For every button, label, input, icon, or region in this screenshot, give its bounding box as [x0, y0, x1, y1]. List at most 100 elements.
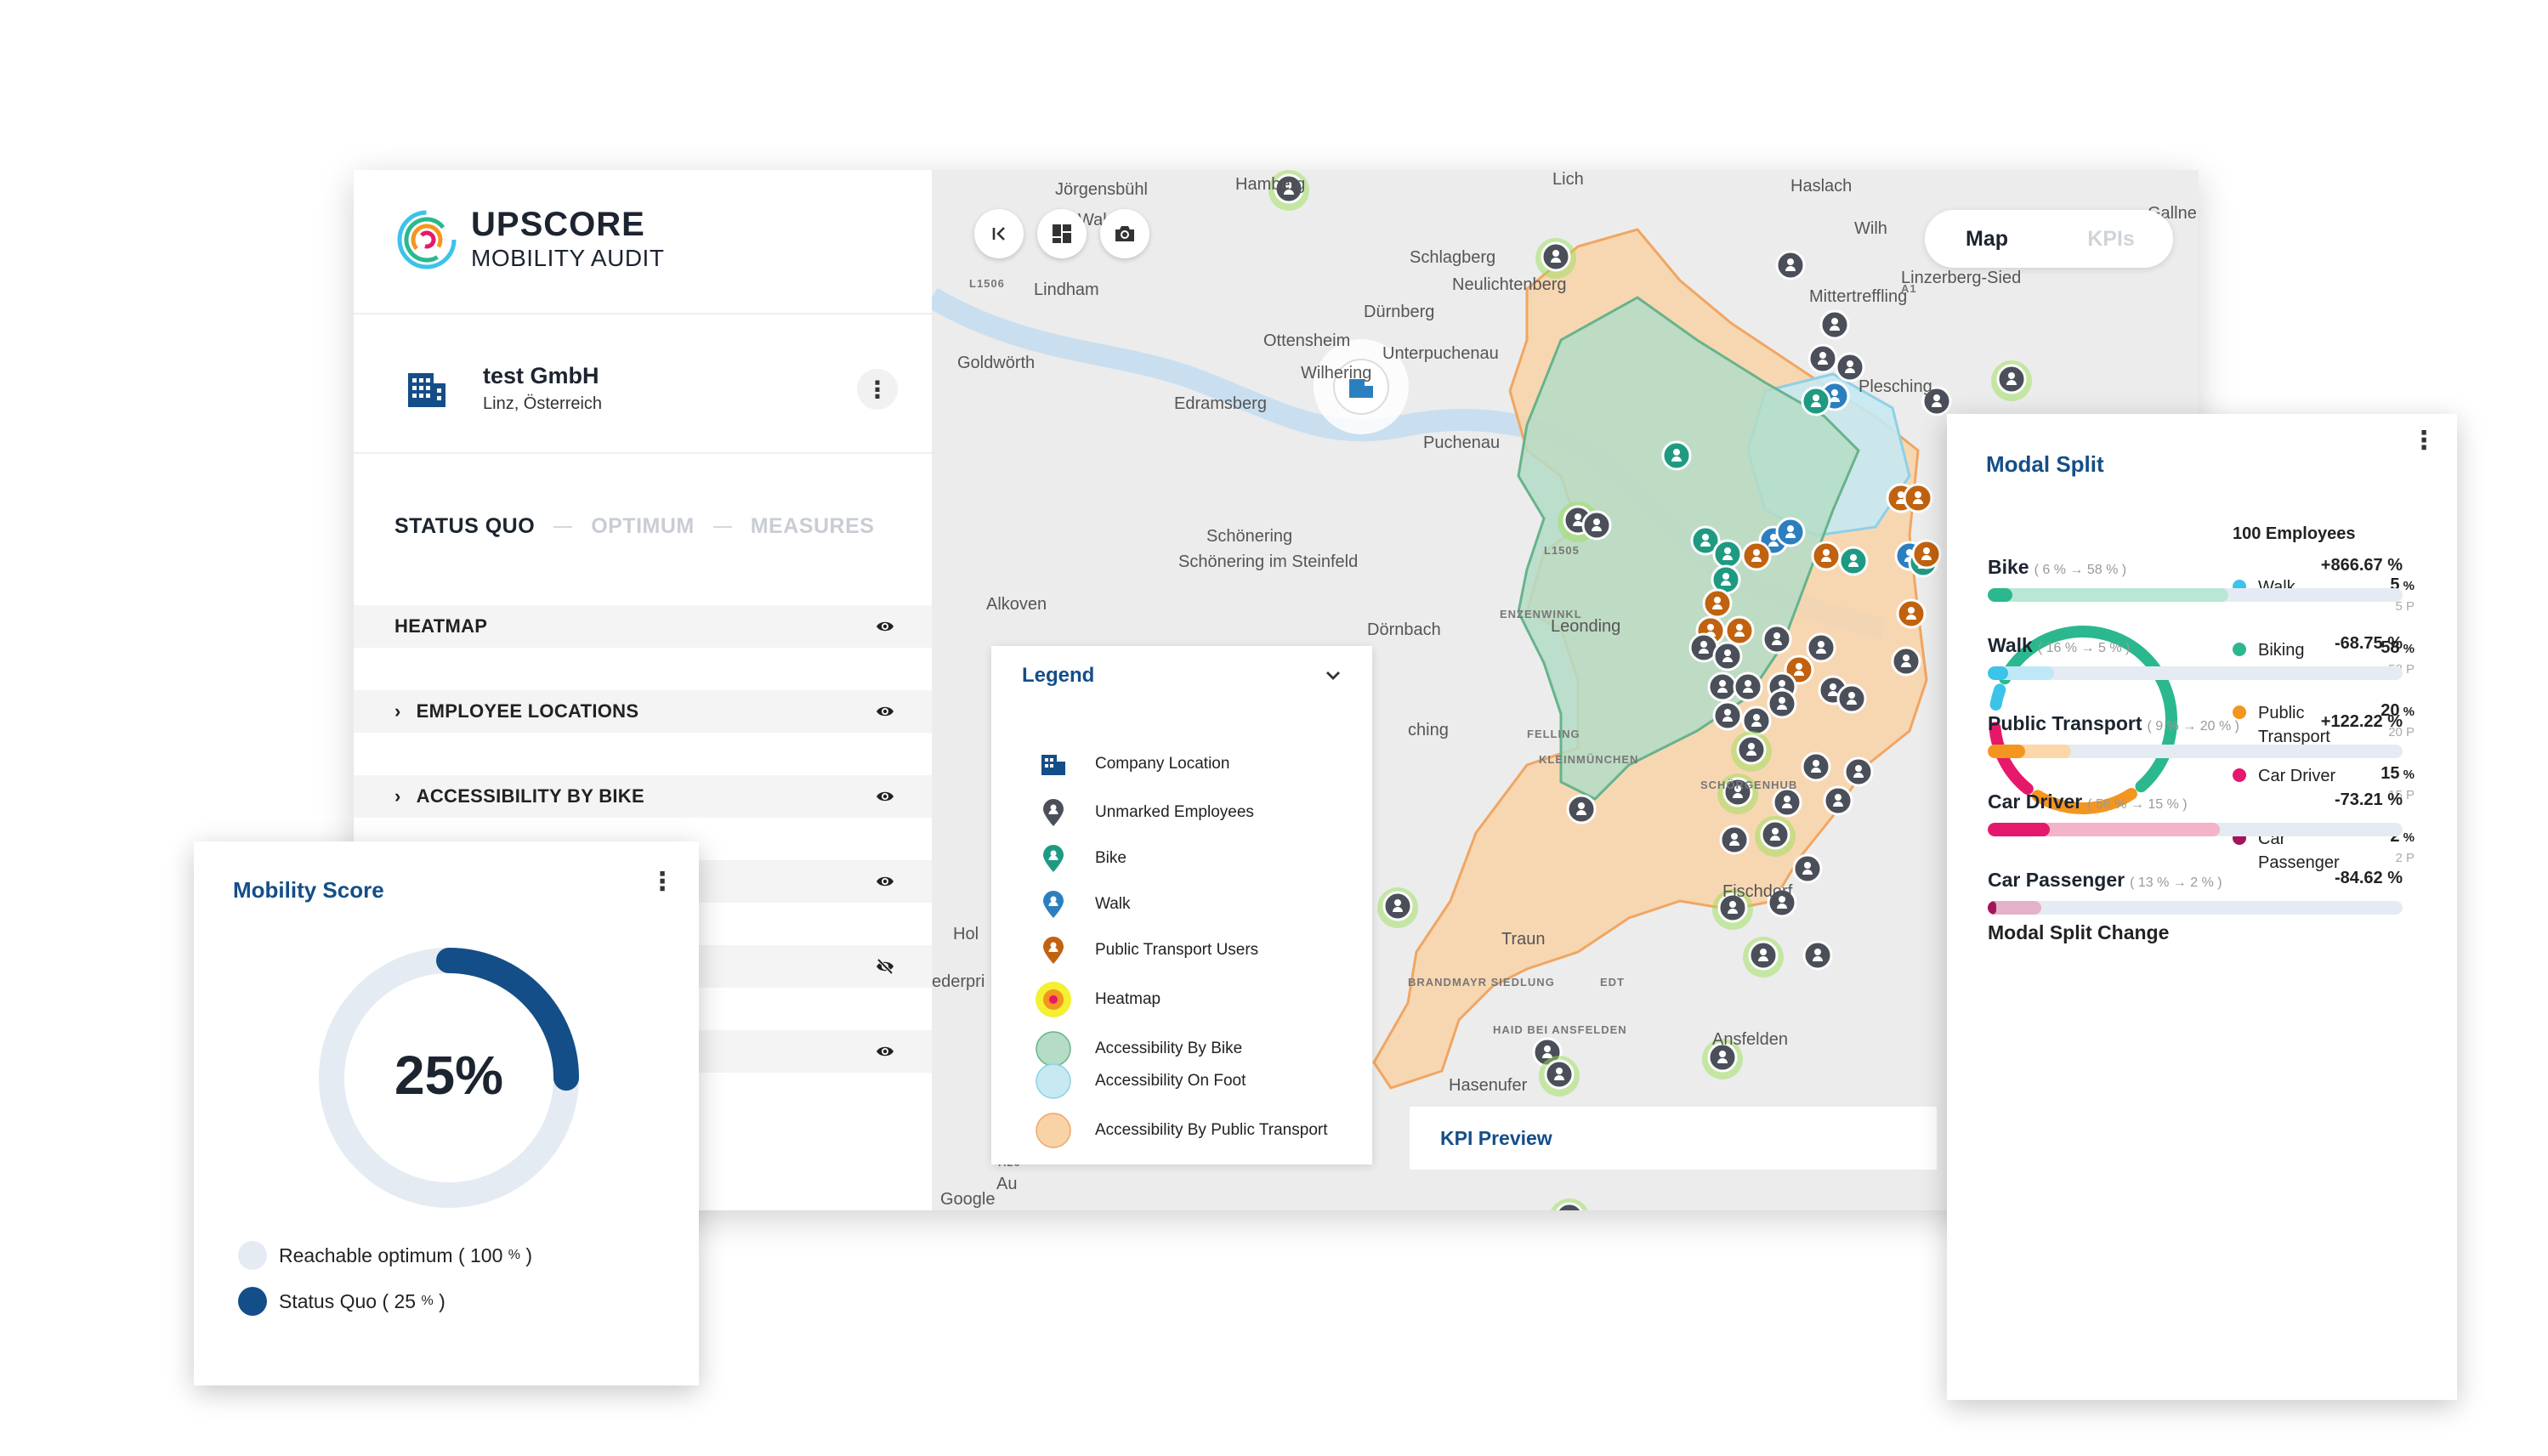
employee-marker[interactable] — [1377, 887, 1418, 928]
bike-marker[interactable] — [1838, 546, 1869, 576]
employee-marker[interactable] — [1707, 671, 1738, 702]
pt-marker[interactable] — [1911, 539, 1942, 569]
employee-marker[interactable] — [1991, 360, 2032, 401]
eye-icon[interactable] — [876, 702, 894, 721]
screenshot-button[interactable] — [1100, 209, 1149, 258]
employee-marker[interactable] — [1891, 646, 1921, 677]
map-place-label: Edramsberg — [1174, 394, 1267, 413]
employee-marker[interactable] — [1835, 352, 1865, 382]
pt-marker[interactable] — [1896, 598, 1927, 629]
employee-marker[interactable] — [1775, 250, 1806, 280]
tab-kpis[interactable]: KPIs — [2087, 226, 2135, 251]
pt-marker[interactable] — [1724, 615, 1755, 646]
chevron-down-icon[interactable] — [1325, 670, 1342, 682]
kpi-preview-panel[interactable]: KPI Preview — [1410, 1107, 1937, 1170]
employee-marker[interactable] — [1719, 824, 1750, 855]
employee-marker[interactable] — [1717, 773, 1758, 814]
layer-row[interactable]: › ACCESSIBILITY BY BIKE — [354, 775, 932, 818]
eye-off-icon[interactable] — [876, 957, 894, 976]
employee-marker[interactable] — [1767, 887, 1797, 918]
step-optimum[interactable]: OPTIMUM — [591, 514, 695, 538]
eye-icon[interactable] — [876, 787, 894, 806]
employee-marker[interactable] — [1792, 853, 1823, 884]
layer-row[interactable]: › EMPLOYEE LOCATIONS — [354, 690, 932, 733]
walk-pin-icon — [1034, 889, 1073, 920]
bike-marker[interactable] — [1690, 525, 1721, 556]
employee-marker[interactable] — [1539, 1056, 1580, 1096]
eye-icon[interactable] — [876, 1042, 894, 1061]
chevron-right-icon[interactable]: › — [394, 700, 401, 722]
employee-marker[interactable] — [1733, 671, 1763, 702]
pt-marker[interactable] — [1903, 483, 1933, 513]
modal-split-percent: 20 % — [2381, 701, 2415, 720]
change-label: Public Transport — [1988, 712, 2142, 734]
employee-marker[interactable] — [1535, 238, 1576, 279]
layer-label: ACCESSIBILITY BY BIKE — [416, 785, 644, 807]
pt-marker[interactable] — [1741, 541, 1772, 571]
modal-split-percent: 2 % — [2390, 827, 2415, 846]
employee-marker[interactable] — [1743, 937, 1784, 977]
employee-marker[interactable] — [1712, 641, 1743, 671]
chevron-right-icon[interactable]: › — [394, 785, 401, 807]
legend-close: ) — [439, 1289, 445, 1312]
map-canvas[interactable] — [932, 170, 2199, 1210]
layer-label: HEATMAP — [394, 615, 488, 637]
camera-icon — [1115, 226, 1134, 241]
tab-map[interactable]: Map — [1966, 226, 2008, 251]
eye-icon[interactable] — [876, 617, 894, 636]
employee-marker[interactable] — [1762, 624, 1792, 654]
bike-marker[interactable] — [1801, 386, 1831, 416]
change-percent: +122.22 % — [2320, 712, 2403, 731]
legend-header[interactable]: Legend — [991, 646, 1372, 705]
mobility-score-gauge — [319, 948, 579, 1208]
legend-item-label: Heatmap — [1095, 990, 1161, 1008]
bike-marker[interactable] — [1712, 539, 1743, 569]
step-status-quo[interactable]: STATUS QUO — [394, 514, 536, 538]
collapse-sidebar-button[interactable] — [974, 209, 1024, 258]
employee-marker[interactable] — [1767, 688, 1797, 719]
employee-marker[interactable] — [1843, 756, 1874, 787]
public-transport-pin-icon — [1034, 935, 1073, 966]
map-place-label: Lich — [1552, 170, 1584, 189]
change-bar-track — [1988, 666, 2403, 680]
employee-marker[interactable] — [1731, 731, 1772, 772]
employee-marker[interactable] — [1921, 386, 1952, 416]
company-menu-button[interactable]: ⋮ — [857, 369, 898, 410]
employee-marker[interactable] — [1819, 309, 1850, 340]
modal-split-change-row: Walk ( 16 % → 5 % ) -68.75 % — [1988, 634, 2403, 680]
pt-marker[interactable] — [1702, 588, 1733, 619]
modal-split-menu-icon[interactable]: ⋮ — [2411, 427, 2437, 455]
logo[interactable]: UPSCORE MOBILITY AUDIT — [396, 207, 664, 272]
step-measures[interactable]: MEASURES — [750, 514, 875, 538]
employee-marker[interactable] — [1823, 785, 1853, 816]
employee-marker[interactable] — [1807, 343, 1838, 374]
employee-marker[interactable] — [1712, 700, 1743, 731]
employee-marker[interactable] — [1566, 794, 1597, 824]
pt-area-icon — [1034, 1112, 1073, 1149]
map-place-label: Puchenau — [1423, 433, 1501, 452]
employee-marker[interactable] — [1268, 170, 1309, 211]
employee-marker[interactable] — [1549, 1198, 1590, 1210]
employee-marker[interactable] — [1836, 683, 1867, 714]
mobility-score-value: 25% — [394, 1045, 504, 1106]
eye-icon[interactable] — [876, 872, 894, 891]
logo-subtitle: MOBILITY AUDIT — [471, 245, 665, 271]
employee-marker[interactable] — [1806, 632, 1836, 663]
walk-marker[interactable] — [1775, 517, 1806, 547]
employee-marker[interactable] — [1741, 705, 1772, 736]
employee-marker[interactable] — [1581, 510, 1612, 541]
legend-value: 25 — [394, 1289, 417, 1312]
employee-marker[interactable] — [1772, 787, 1802, 818]
view-toggle: Map KPIs — [1925, 210, 2173, 268]
mobility-score-menu-icon[interactable]: ⋮ — [650, 868, 675, 896]
pt-marker[interactable] — [1811, 541, 1841, 571]
employee-marker[interactable] — [1755, 816, 1796, 857]
employee-marker[interactable] — [1702, 1039, 1743, 1079]
employee-marker[interactable] — [1802, 940, 1833, 971]
dashboard-layout-button[interactable] — [1037, 209, 1087, 258]
layer-row[interactable]: HEATMAP — [354, 605, 932, 648]
employee-marker[interactable] — [1712, 889, 1753, 930]
modal-split-change-row: Public Transport ( 9 % → 20 % ) +122.22 % — [1988, 712, 2403, 758]
bike-marker[interactable] — [1661, 440, 1692, 471]
employee-marker[interactable] — [1801, 751, 1831, 782]
